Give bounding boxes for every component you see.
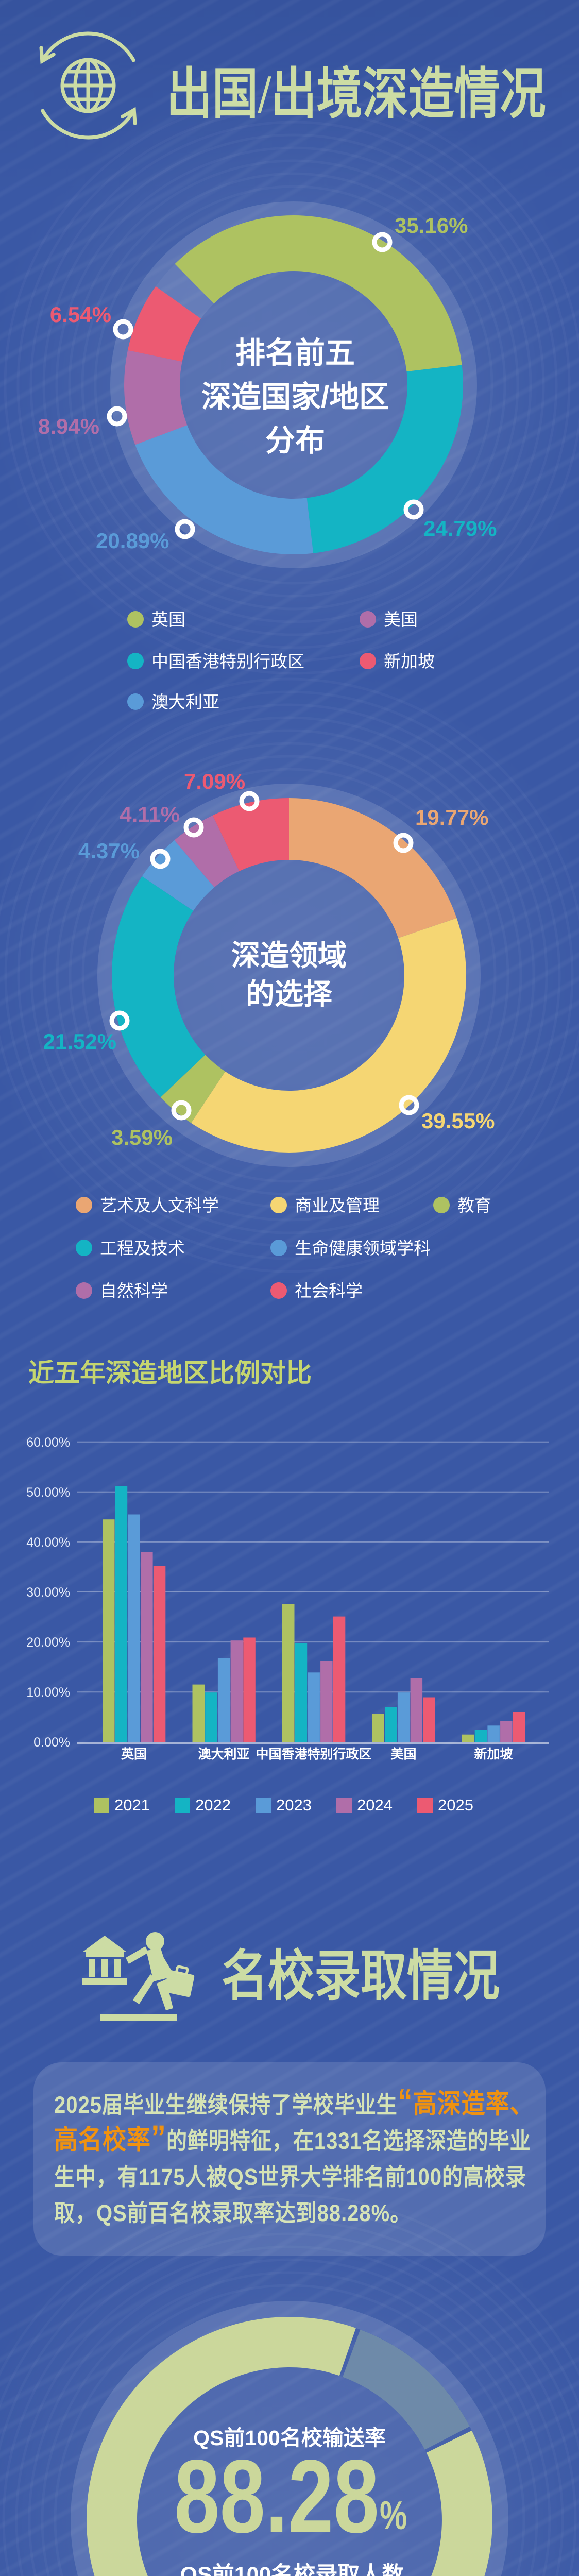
svg-text:%: % [380, 2493, 407, 2537]
svg-text:2025: 2025 [438, 1796, 473, 1814]
svg-text:24.79%: 24.79% [423, 516, 497, 540]
svg-text:7.09%: 7.09% [184, 769, 245, 793]
svg-text:50.00%: 50.00% [26, 1485, 70, 1500]
svg-text:自然科学: 自然科学 [100, 1281, 168, 1300]
svg-text:39.55%: 39.55% [421, 1109, 495, 1133]
svg-text:QS前100名校录取人数: QS前100名校录取人数 [180, 2563, 404, 2576]
svg-text:8.94%: 8.94% [38, 414, 99, 438]
svg-text:社会科学: 社会科学 [295, 1281, 363, 1300]
svg-text:2021: 2021 [114, 1796, 150, 1814]
svg-text:0.00%: 0.00% [33, 1735, 70, 1750]
svg-text:新加坡: 新加坡 [474, 1747, 513, 1761]
svg-text:2024: 2024 [357, 1796, 393, 1814]
svg-text:4.37%: 4.37% [78, 839, 140, 863]
svg-text:2022: 2022 [195, 1796, 231, 1814]
svg-text:艺术及人文科学: 艺术及人文科学 [100, 1196, 219, 1215]
svg-text:深造国家/地区: 深造国家/地区 [201, 380, 389, 414]
svg-text:60.00%: 60.00% [26, 1435, 70, 1450]
svg-text:英国: 英国 [151, 610, 185, 629]
svg-text:QS前100名校输送率: QS前100名校输送率 [193, 2426, 386, 2450]
svg-text:生命健康领域学科: 生命健康领域学科 [295, 1239, 431, 1258]
svg-text:深造领域: 深造领域 [231, 939, 347, 972]
svg-text:30.00%: 30.00% [26, 1585, 70, 1600]
svg-text:美国: 美国 [390, 1747, 416, 1761]
svg-text:20.89%: 20.89% [96, 529, 169, 553]
svg-text:近五年深造地区比例对比: 近五年深造地区比例对比 [28, 1359, 312, 1387]
svg-text:20.00%: 20.00% [26, 1635, 70, 1650]
svg-text:工程及技术: 工程及技术 [100, 1239, 185, 1258]
svg-text:6.54%: 6.54% [50, 302, 111, 327]
svg-text:教育: 教育 [457, 1196, 491, 1215]
svg-text:40.00%: 40.00% [26, 1535, 70, 1550]
svg-text:2023: 2023 [276, 1796, 312, 1814]
svg-text:澳大利亚: 澳大利亚 [198, 1747, 249, 1761]
svg-text:10.00%: 10.00% [26, 1685, 70, 1700]
svg-text:英国: 英国 [121, 1747, 147, 1761]
svg-text:3.59%: 3.59% [111, 1125, 173, 1149]
svg-text:商业及管理: 商业及管理 [295, 1196, 380, 1215]
svg-text:的选择: 的选择 [246, 978, 333, 1010]
svg-text:4.11%: 4.11% [120, 802, 180, 826]
svg-text:88.28: 88.28 [174, 2438, 379, 2555]
svg-text:名校录取情况: 名校录取情况 [222, 1946, 500, 2007]
svg-text:21.52%: 21.52% [43, 1029, 116, 1054]
svg-text:美国: 美国 [384, 610, 418, 629]
svg-text:35.16%: 35.16% [395, 213, 468, 238]
svg-text:新加坡: 新加坡 [384, 652, 435, 671]
svg-text:分布: 分布 [265, 424, 325, 457]
svg-text:排名前五: 排名前五 [235, 336, 355, 370]
svg-text:19.77%: 19.77% [415, 805, 488, 829]
svg-text:中国香港特别行政区: 中国香港特别行政区 [256, 1747, 371, 1761]
